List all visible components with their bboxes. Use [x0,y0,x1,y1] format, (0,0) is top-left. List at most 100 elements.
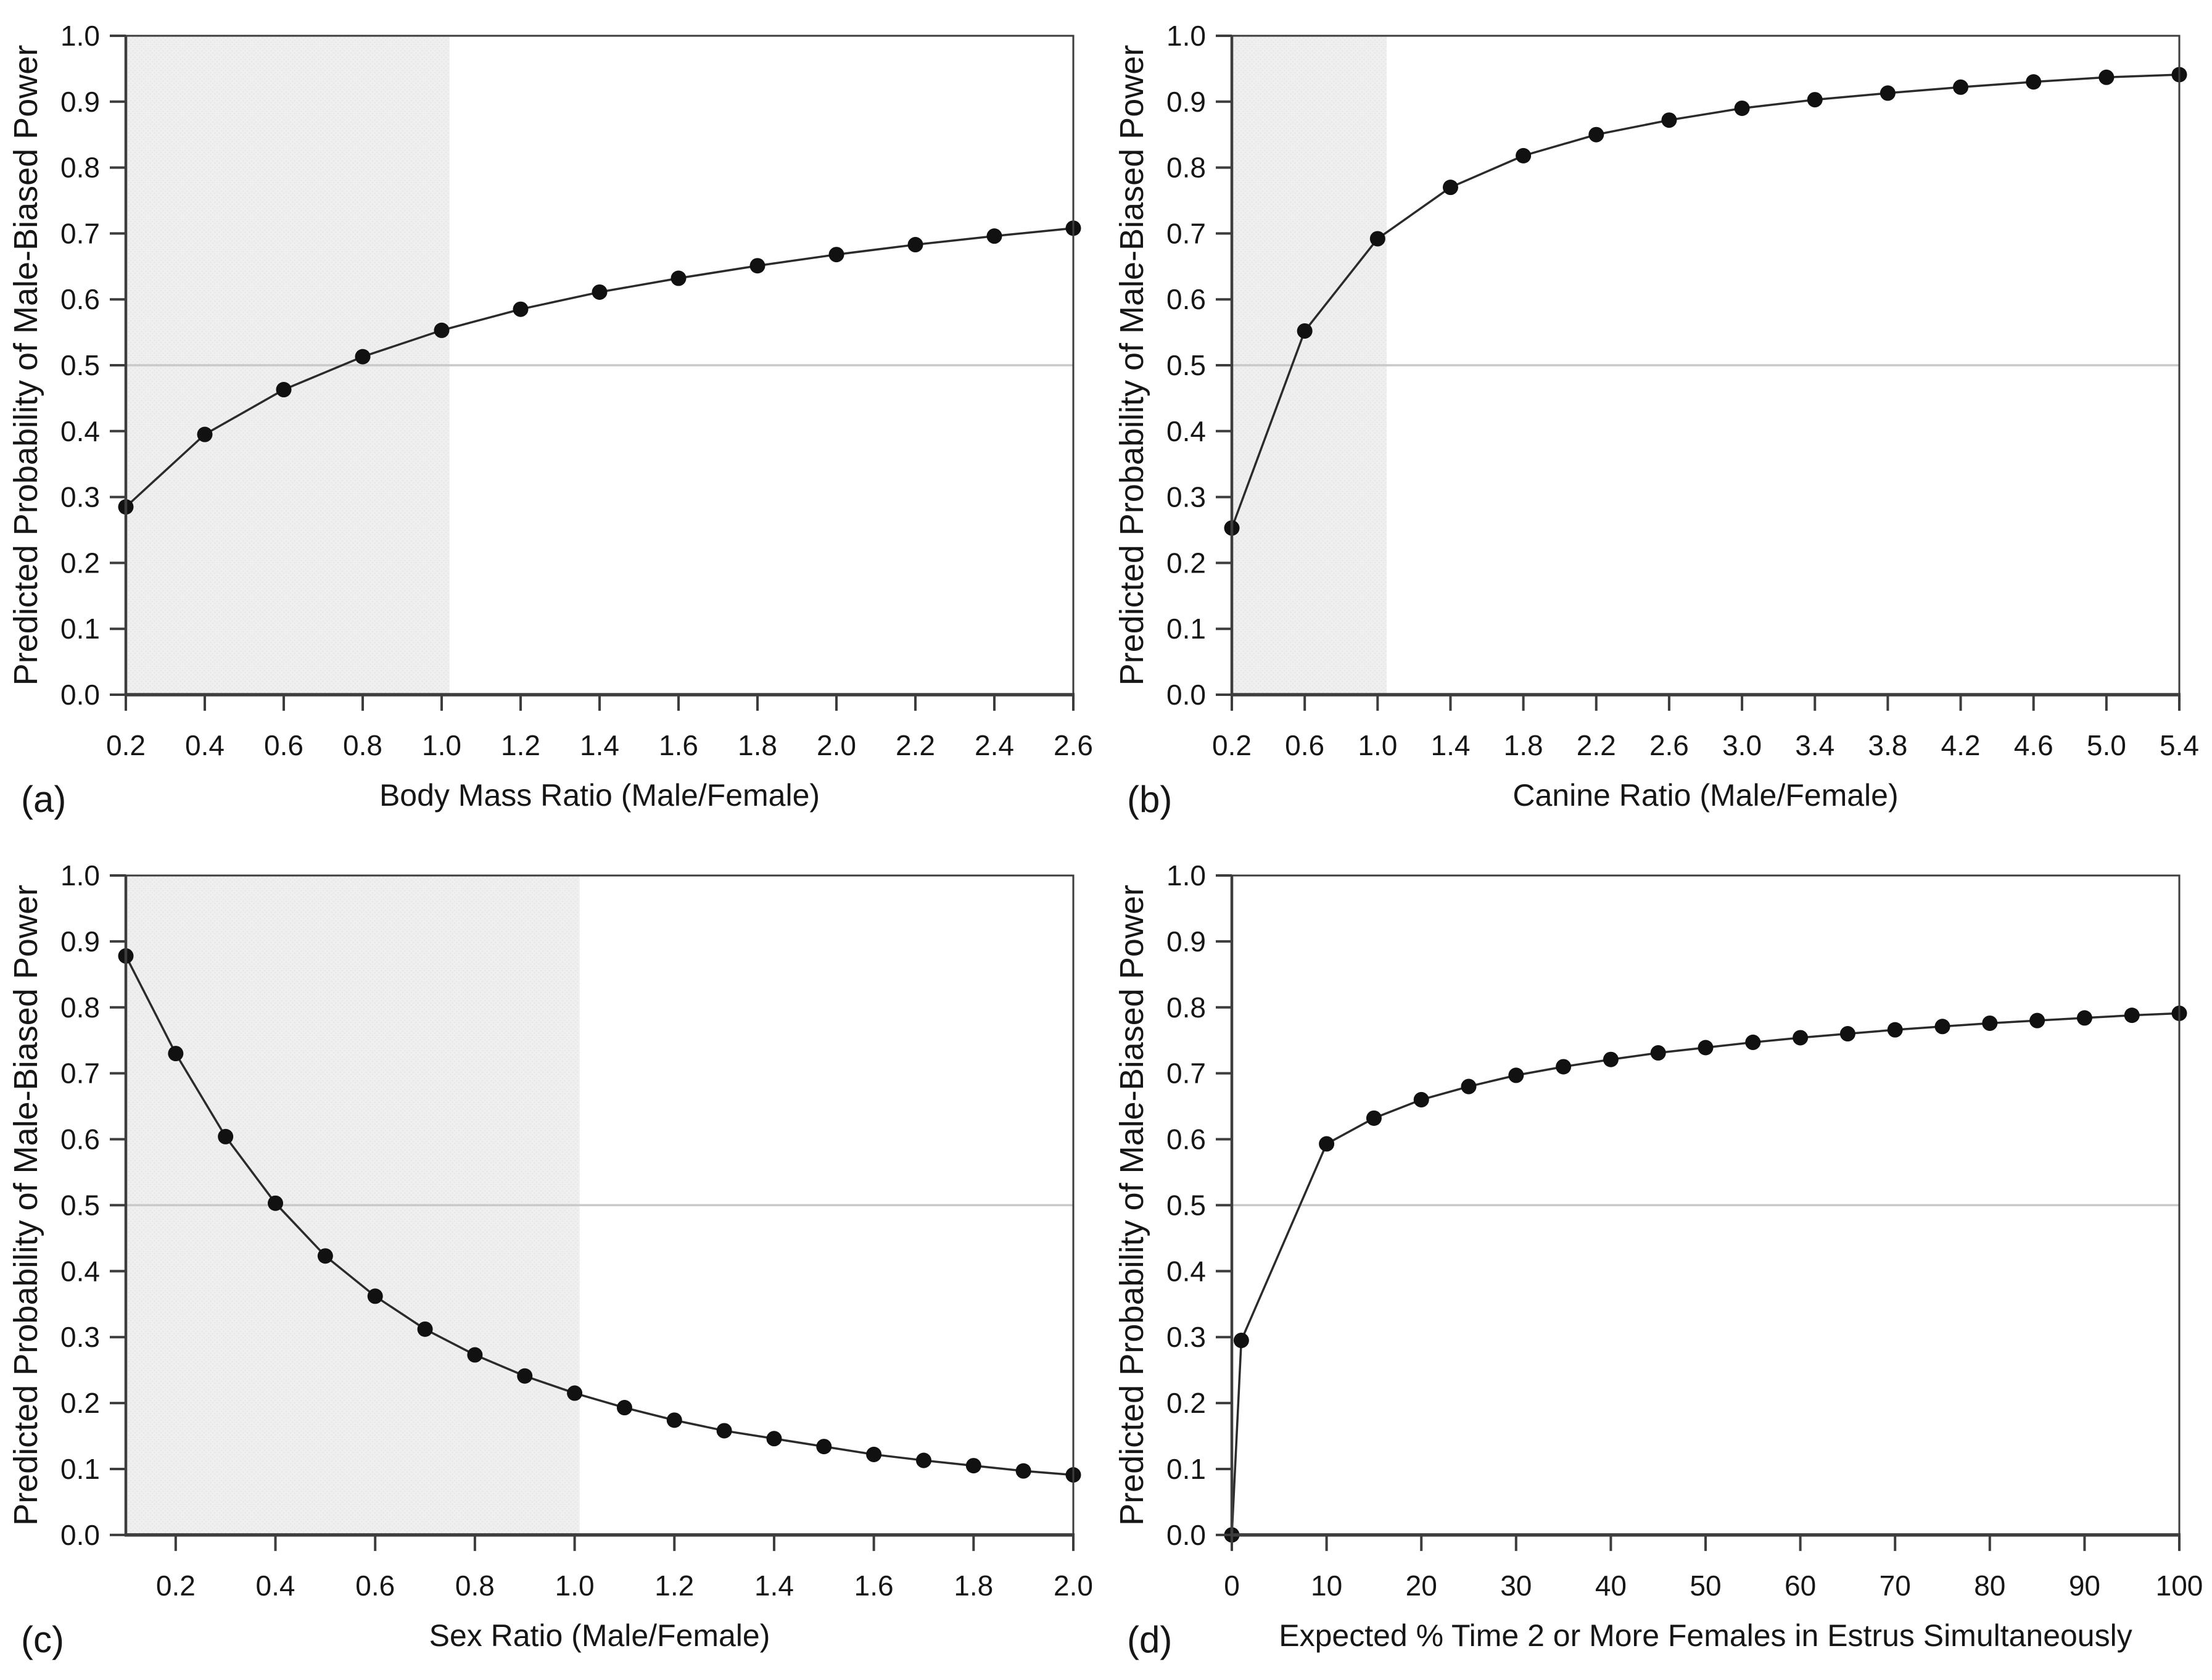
panel-b: 0.0 0.1 0.2 0.3 0.4 0.5 0.6 0.7 0.8 0.9 1.0 0.2 0.6 1… [1106,0,2212,840]
panel-c-chart: 0.00.10.20.30.40.50.60.70.80.91.00.2 0.4 0… [7,859,1093,1660]
y-tick-label: 0.9 [1166,925,1206,958]
panel-a-chart: 0.00.10.20.30.40.50.60.70.80.91.00.2 0.4 0… [7,20,1093,820]
data-line [1231,1012,2180,1535]
y-axis-title: Predicted Probability of Male-Biased Pow… [1113,45,1150,686]
x-tick-label: 0.6 [264,729,303,761]
y-tick-label: 0.5 [1166,1189,1206,1221]
x-tick-label: 4.6 [2014,729,2053,761]
y-tick-label: 0.3 [60,1321,100,1353]
x-tick-label: 70 [1880,1570,1911,1602]
x-tick-label: 1.8 [954,1570,993,1602]
panel-letter-label: (a) [21,779,66,820]
x-tick-label: 0 [1224,1570,1240,1602]
x-tick-label: 20 [1406,1570,1437,1602]
panel-c: 0.0 0.1 0.2 0.3 0.4 0.5 0.6 0.7 0.8 0.9 1.0 0.2 0.4 0… [0,840,1106,1680]
x-tick-label: 90 [2069,1570,2100,1602]
y-axis-ticks: 0.0 0.1 0.2 0.3 0.4 0.5 0.6 0.7 0.8 0.9 1.0 [1166,20,1232,711]
x-tick-label: 0.8 [455,1570,495,1602]
x-tick-label: 4.2 [1941,729,1981,761]
x-tick-label: 10 [1311,1570,1342,1602]
x-tick-label: 2.4 [975,729,1014,761]
y-tick-label: 0.0 [1166,1519,1206,1551]
y-tick-label: 1.0 [60,859,100,892]
x-tick-label: 2.0 [1054,1570,1093,1602]
x-tick-label: 2.0 [817,729,856,761]
panel-b-chart: 0.0 0.1 0.2 0.3 0.4 0.5 0.6 0.7 0.8 0.9 1.0 0.2 0.6 1… [1113,20,2199,820]
x-axis-title: Sex Ratio (Male/Female) [429,1618,770,1653]
panel-letter-label: (d) [1127,1619,1172,1660]
x-tick-label: 1.4 [580,729,619,761]
y-tick-label: 0.0 [60,1519,100,1551]
x-tick-label: 40 [1595,1570,1627,1602]
y-tick-label: 0.8 [1166,991,1206,1024]
y-tick-label: 0.0 [1166,679,1206,711]
x-tick-label: 3.8 [1868,729,1907,761]
y-tick-label: 0.3 [1166,481,1206,513]
x-tick-label: 3.4 [1795,729,1834,761]
y-tick-label: 1.0 [1166,859,1206,892]
y-tick-label: 0.5 [60,349,100,381]
panel-d: 0.0 0.1 0.2 0.3 0.4 0.5 0.6 0.7 0.8 0.9 1.0 0 10 20 30… [1106,840,2212,1680]
data-line [125,955,1074,1476]
x-tick-label: 5.4 [2160,729,2199,761]
x-axis-ticks: 0.2 0.4 0.6 0.8 1.0 1.2 1.4 1.6 1.8 2.0 2.2 2.4 2.6 [106,695,1093,761]
y-tick-label: 0.1 [60,1453,100,1485]
x-tick-label: 0.8 [343,729,382,761]
x-axis-title: Body Mass Ratio (Male/Female) [379,778,820,813]
x-tick-label: 50 [1690,1570,1721,1602]
y-tick-label: 0.7 [1166,217,1206,249]
y-tick-label: 1.0 [60,20,100,52]
x-tick-label: 1.0 [555,1570,595,1602]
data-markers [1224,67,2187,536]
y-tick-label: 0.5 [1166,349,1206,381]
x-tick-label: 0.2 [156,1570,196,1602]
data-markers [118,948,1081,1483]
y-tick-label: 0.3 [60,481,100,513]
y-tick-label: 0.1 [1166,613,1206,645]
y-axis-ticks: 0.0 0.1 0.2 0.3 0.4 0.5 0.6 0.7 0.8 0.9 1.0 [60,859,126,1551]
data-line [1231,73,2180,529]
x-tick-label: 60 [1785,1570,1816,1602]
y-axis-ticks: 0.0 0.1 0.2 0.3 0.4 0.5 0.6 0.7 0.8 0.9 1.0 [60,20,126,711]
y-tick-label: 0.8 [1166,152,1206,184]
x-tick-label: 0.6 [355,1570,395,1602]
x-tick-label: 2.2 [896,729,935,761]
y-tick-label: 0.6 [1166,1123,1206,1156]
data-markers [1224,1005,2187,1543]
x-tick-label: 0.4 [185,729,225,761]
x-tick-label: 1.8 [738,729,777,761]
x-axis-title: Canine Ratio (Male/Female) [1512,778,1898,813]
x-tick-label: 0.4 [256,1570,295,1602]
y-tick-label: 0.8 [60,152,100,184]
y-tick-label: 0.4 [60,415,100,447]
x-tick-label: 2.6 [1054,729,1093,761]
y-tick-label: 0.0 [60,679,100,711]
y-tick-label: 0.2 [60,547,100,579]
x-tick-label: 1.4 [1430,729,1470,761]
x-tick-label: 1.0 [422,729,461,761]
y-tick-label: 0.7 [60,1057,100,1090]
y-axis-title: Predicted Probability of Male-Biased Pow… [7,885,44,1526]
y-tick-label: 0.2 [1166,1387,1206,1419]
y-tick-label: 0.2 [60,1387,100,1419]
x-tick-label: 2.2 [1577,729,1616,761]
y-tick-label: 0.5 [60,1189,100,1221]
y-tick-label: 0.6 [60,283,100,315]
y-tick-label: 0.4 [1166,415,1206,447]
x-axis-ticks: 0.2 0.4 0.6 0.8 1.0 1.2 1.4 1.6 1.8 2.0 [156,1534,1093,1602]
y-axis-title: Predicted Probability of Male-Biased Pow… [7,45,44,686]
y-tick-label: 0.9 [60,86,100,118]
x-axis-ticks: 0 10 20 30 40 50 60 70 80 90 100 [1224,1534,2203,1602]
x-tick-label: 3.0 [1722,729,1762,761]
x-tick-label: 100 [2156,1570,2203,1602]
y-tick-label: 0.7 [1166,1057,1206,1090]
panel-letter-label: (b) [1127,779,1172,820]
y-tick-label: 0.4 [60,1255,100,1287]
x-tick-label: 5.0 [2087,729,2126,761]
x-tick-label: 2.6 [1649,729,1689,761]
y-tick-label: 1.0 [1166,20,1206,52]
x-tick-label: 0.6 [1285,729,1324,761]
y-tick-label: 0.4 [1166,1255,1206,1287]
y-tick-label: 0.1 [1166,1453,1206,1485]
